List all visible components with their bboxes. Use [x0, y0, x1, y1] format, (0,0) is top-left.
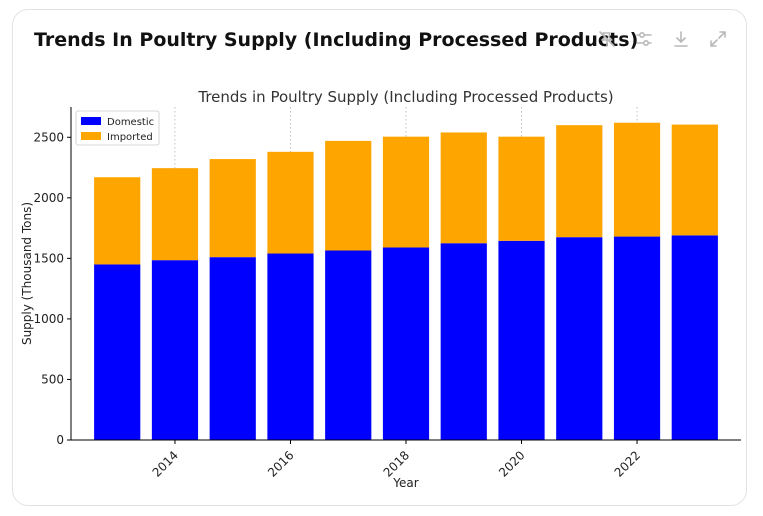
- legend-label-imported: Imported: [107, 132, 153, 143]
- bar-imported-2017: [325, 140, 372, 251]
- legend-swatch-domestic: [81, 117, 101, 125]
- x-tick-label: 2022: [612, 448, 643, 479]
- bar-imported-2018: [382, 136, 430, 248]
- bar-imported-2020: [498, 136, 545, 241]
- bar-domestic-2022: [613, 236, 661, 440]
- legend-label-domestic: Domestic: [107, 117, 154, 128]
- y-tick-label: 2500: [33, 130, 64, 144]
- bar-imported-2023: [671, 124, 718, 236]
- x-tick-label: 2016: [265, 448, 296, 479]
- bar-domestic-2013: [94, 264, 141, 440]
- x-axis-label: Year: [392, 476, 418, 490]
- bar-imported-2013: [94, 177, 141, 265]
- bar-imported-2022: [613, 122, 661, 237]
- bar-imported-2014: [151, 168, 199, 261]
- y-tick-label: 1500: [33, 251, 64, 265]
- sliders-icon[interactable]: [634, 29, 654, 49]
- x-tick-label: 2018: [381, 448, 412, 479]
- bar-imported-2021: [556, 125, 603, 238]
- bar-domestic-2019: [440, 243, 487, 440]
- bar-domestic-2021: [556, 237, 603, 440]
- bar-domestic-2023: [671, 235, 718, 440]
- y-tick-label: 500: [41, 372, 64, 386]
- pin-off-icon[interactable]: [597, 29, 617, 49]
- bars: [94, 122, 718, 440]
- x-tick-label: 2014: [150, 448, 181, 479]
- download-icon[interactable]: [671, 29, 691, 49]
- chart-title: Trends in Poultry Supply (Including Proc…: [197, 88, 613, 106]
- bar-domestic-2017: [325, 250, 372, 440]
- bar-domestic-2020: [498, 240, 545, 440]
- bar-domestic-2016: [267, 253, 314, 440]
- expand-icon[interactable]: [708, 29, 728, 49]
- y-tick-label: 0: [56, 433, 64, 447]
- x-tick-label: 2020: [496, 448, 527, 479]
- bar-domestic-2018: [382, 247, 430, 440]
- bar-imported-2015: [209, 159, 256, 258]
- card-title: Trends In Poultry Supply (Including Proc…: [34, 29, 639, 51]
- chart-toolbar: [597, 29, 728, 49]
- y-tick-label: 1000: [33, 312, 64, 326]
- y-tick-label: 2000: [33, 191, 64, 205]
- legend: Domestic Imported: [75, 110, 160, 146]
- y-axis-label: Supply (Thousand Tons): [20, 202, 34, 345]
- bar-domestic-2015: [209, 257, 256, 440]
- bar-imported-2016: [267, 151, 314, 254]
- bar-domestic-2014: [151, 260, 199, 440]
- legend-swatch-imported: [81, 132, 101, 140]
- bar-imported-2019: [440, 132, 487, 244]
